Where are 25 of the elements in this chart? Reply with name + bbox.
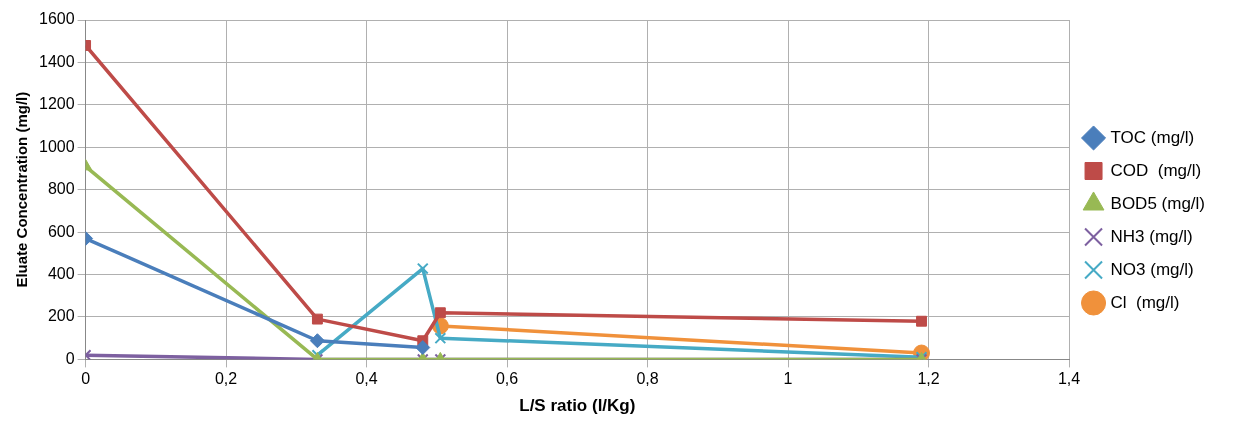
x-tick-label: 0 <box>81 370 91 388</box>
x-tick-label: 1,4 <box>1057 370 1081 388</box>
x-tick-label: 1,2 <box>917 370 940 388</box>
x-tick-label: 0,8 <box>636 370 659 388</box>
legend-label: BOD5 (mg/l) <box>1110 193 1206 213</box>
y-tick-label: 200 <box>47 307 75 325</box>
x-tick-label: 0,2 <box>214 370 238 388</box>
y-tick-label: 0 <box>65 349 75 367</box>
y-tick-label: 1000 <box>39 137 75 155</box>
x-axis-title: L/S ratio (l/Kg) <box>519 396 636 416</box>
legend-label: COD (mg/l) <box>1110 160 1202 180</box>
y-tick-label: 1200 <box>39 95 75 113</box>
y-tick-label: 800 <box>47 180 75 198</box>
legend-label: NO3 (mg/l) <box>1110 259 1194 279</box>
legend-label: Cl (mg/l) <box>1110 292 1180 312</box>
y-tick-label: 600 <box>47 222 75 240</box>
y-tick-label: 1600 <box>39 10 75 28</box>
y-tick-label: 1400 <box>39 52 75 70</box>
y-axis-title: Eluate Concentration (mg/l) <box>13 91 31 288</box>
x-tick-label: 0,6 <box>495 370 519 388</box>
x-tick-label: 1 <box>783 370 793 388</box>
legend-label: TOC (mg/l) <box>1110 127 1195 147</box>
legend-label: NH3 (mg/l) <box>1110 226 1193 246</box>
y-tick-label: 400 <box>47 264 75 282</box>
x-tick-label: 0,4 <box>355 370 378 388</box>
